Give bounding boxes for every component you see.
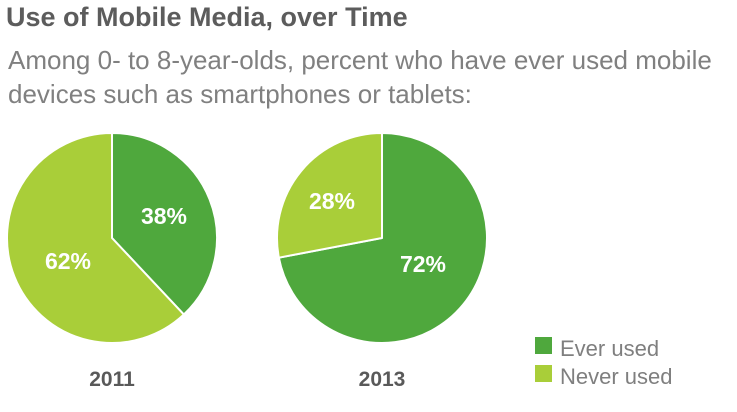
svg-text:72%: 72%	[400, 251, 446, 277]
svg-text:38%: 38%	[141, 203, 187, 229]
svg-text:62%: 62%	[45, 248, 91, 274]
svg-text:28%: 28%	[309, 188, 355, 214]
